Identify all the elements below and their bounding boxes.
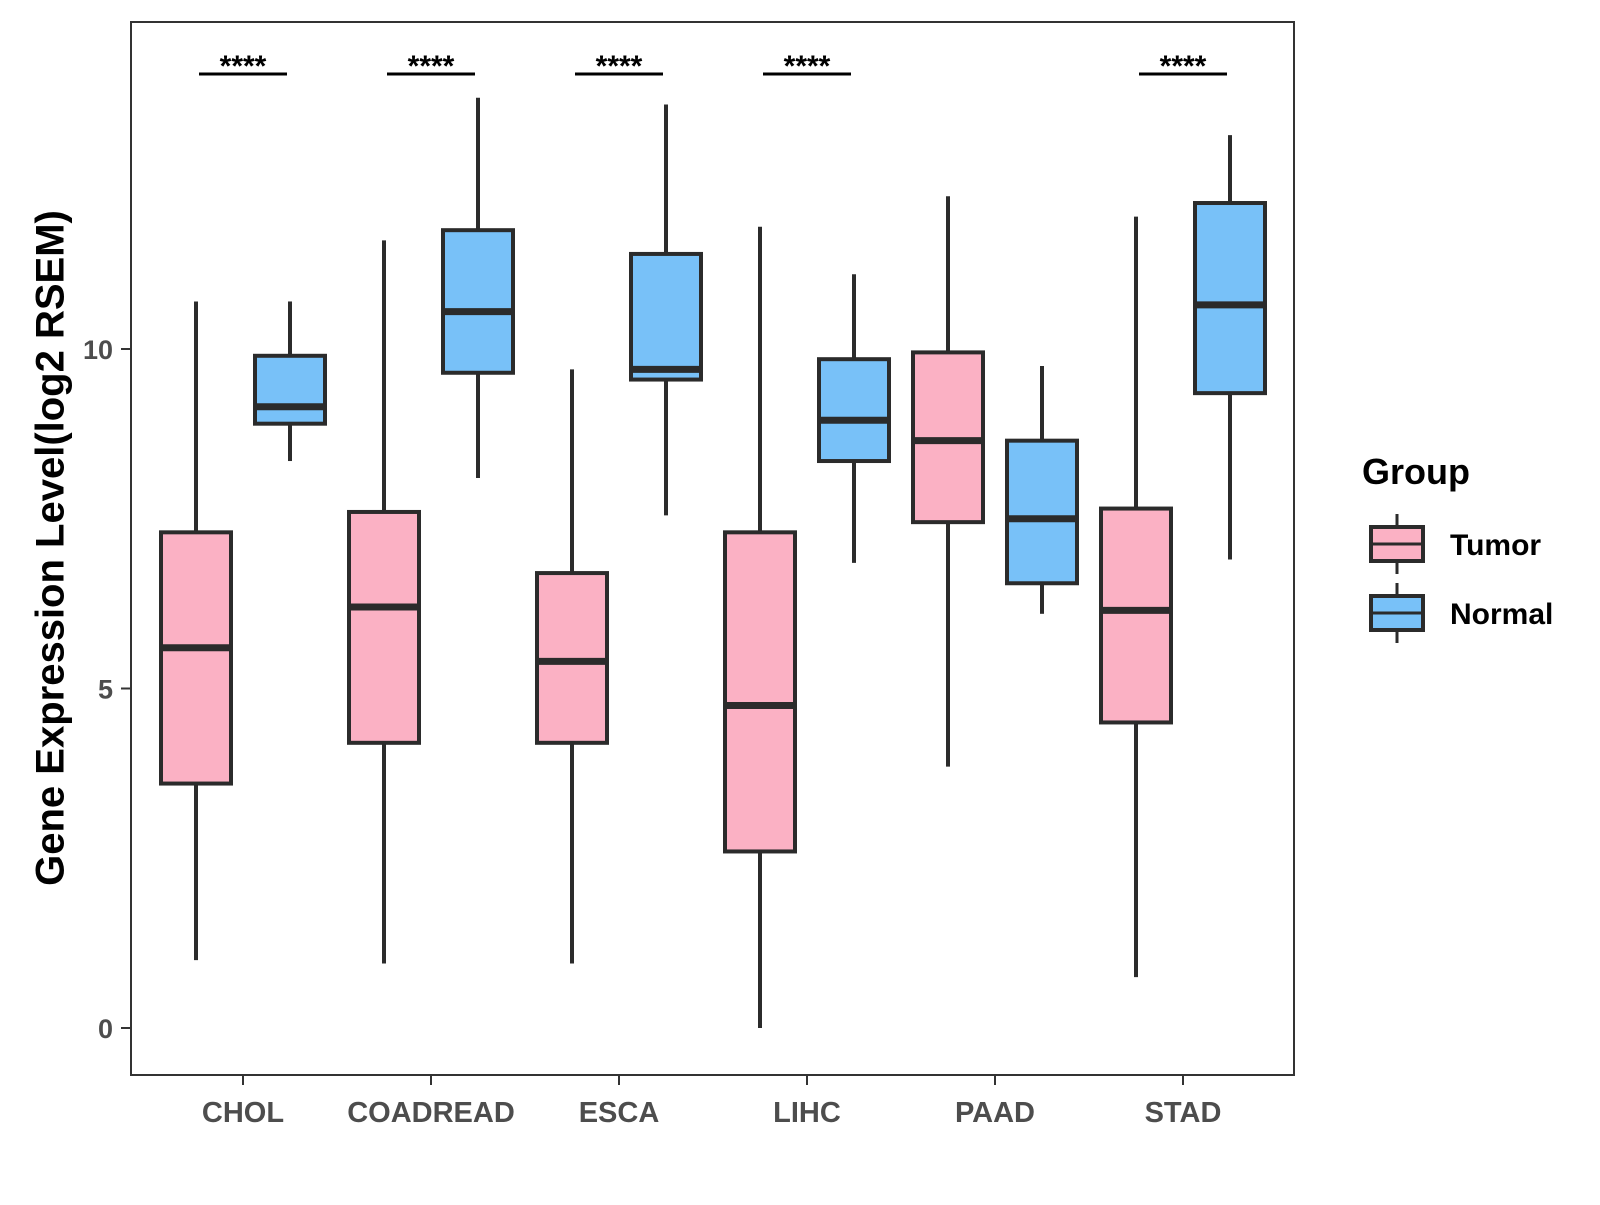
significance-esca: **** [575,50,663,83]
box-body [1099,506,1173,725]
significance-label: **** [596,50,643,83]
box-normal-paad [1005,365,1079,614]
box-body [1005,438,1079,586]
box-tumor-coadread [347,240,421,964]
chart-marks: **** **** **** **** **** [159,50,1267,1028]
box-tumor-chol [159,301,233,961]
legend-label-normal: Normal [1450,598,1553,631]
box-body [253,353,327,426]
box-tumor-lihc [723,226,797,1028]
chart-axes: 0 5 10 CHOL COADREAD ESCA LIHC PAAD STAD [83,335,1221,1129]
box-normal-lihc [817,274,891,563]
y-axis-title: Gene Expression Level(log2 RSEM) [29,210,73,886]
legend-title: Group [1362,451,1470,492]
box-tumor-esca [535,369,609,964]
legend-key-tumor [1369,514,1425,574]
box-body [1193,201,1267,396]
x-tick-label-stad: STAD [1145,1097,1222,1129]
box-body [159,530,233,786]
x-tick-label-chol: CHOL [202,1097,284,1129]
significance-stad: **** [1139,50,1227,83]
box-tumor-paad [911,196,985,767]
box-body [347,509,421,745]
box-body [629,251,703,382]
legend-label-tumor: Tumor [1450,529,1541,562]
box-normal-esca [629,104,703,516]
box-normal-chol [253,301,327,462]
significance-label: **** [784,50,831,83]
significance-lihc: **** [763,50,851,83]
x-tick-label-lihc: LIHC [773,1097,841,1129]
significance-chol: **** [199,50,287,83]
significance-label: **** [1160,50,1207,83]
y-tick-label-0: 0 [98,1014,113,1044]
box-body [441,228,515,375]
legend-key-normal [1369,583,1425,643]
x-tick-label-coadread: COADREAD [347,1097,515,1129]
significance-coadread: **** [387,50,475,83]
significance-label: **** [408,50,455,83]
significance-label: **** [220,50,267,83]
legend: Group Tumor Normal [1362,451,1553,643]
box-normal-stad [1193,135,1267,560]
x-tick-label-paad: PAAD [955,1097,1035,1129]
box-tumor-stad [1099,216,1173,978]
y-tick-label-10: 10 [83,335,113,365]
box-body [723,530,797,854]
box-body [817,357,891,464]
y-tick-label-5: 5 [98,675,113,705]
x-tick-label-esca: ESCA [579,1097,660,1129]
box-normal-coadread [441,97,515,479]
